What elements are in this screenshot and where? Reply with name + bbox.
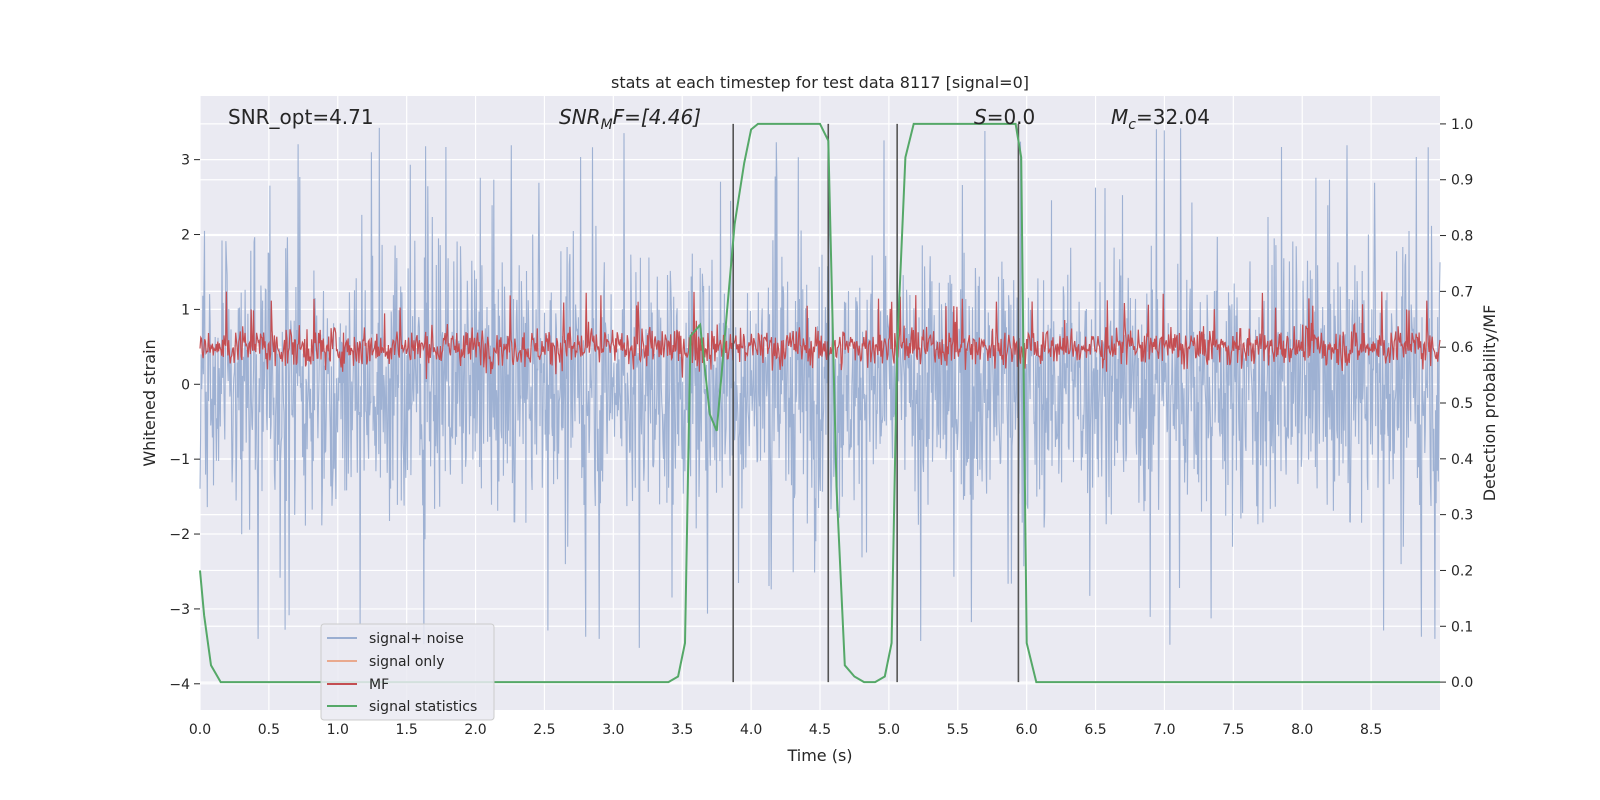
y-tick-label-0: −4 (169, 677, 190, 693)
x-tick-label-7: 3.5 (671, 722, 693, 738)
y2-axis-label: Detection probability/MF (1480, 305, 1499, 502)
y-tick-label-3: −1 (169, 452, 190, 468)
y-tick-label-4: 0 (181, 377, 190, 393)
mf-line (199, 291, 1441, 380)
x-tick-labels: 0.0 0.5 1.0 1.5 2.0 2.5 3.0 3.5 4.0 4.5 5.0 5.5 6.0 6… (189, 722, 1382, 738)
y2-tick-label-6: 0.6 (1451, 340, 1473, 356)
annotation-snr-mf-base: SNR (559, 105, 601, 129)
x-tick-label-8: 4.0 (740, 722, 762, 738)
annotation-snr-mf-rest: F=[4.46] (613, 105, 701, 129)
y2-tick-label-7: 0.7 (1451, 284, 1473, 300)
annotation-s-rest: =0.0 (987, 105, 1036, 129)
legend-label-signal-noise: signal+ noise (369, 631, 464, 647)
y2-tick-label-8: 0.8 (1451, 229, 1473, 245)
annotation-snr-mf: SNRMF=[4.46] (559, 105, 701, 133)
x-tick-label-12: 6.0 (1016, 722, 1038, 738)
x-tick-label-13: 6.5 (1084, 722, 1106, 738)
y2-tick-label-0: 0.0 (1451, 675, 1473, 691)
y-tick-label-2: −2 (169, 527, 190, 543)
annotation-mc-sub: c (1128, 117, 1136, 133)
x-tick-label-1: 0.5 (258, 722, 280, 738)
x-tick-label-0: 0.0 (189, 722, 211, 738)
legend-label-signal-only: signal only (369, 654, 444, 670)
x-tick-label-15: 7.5 (1222, 722, 1244, 738)
annotation-mc: Mc=32.04 (1111, 105, 1210, 133)
noise-line (199, 127, 1441, 648)
y-tick-label-5: 1 (181, 302, 190, 318)
y-axis-label: Whitened strain (140, 339, 159, 466)
annotation-s-base: S (974, 105, 987, 129)
legend-label-mf: MF (369, 677, 389, 693)
x-tick-label-10: 5.0 (878, 722, 900, 738)
x-axis-label: Time (s) (786, 746, 852, 765)
x-tick-label-16: 8.0 (1291, 722, 1313, 738)
y2-tick-label-10: 1.0 (1451, 117, 1473, 133)
x-tick-label-2: 1.0 (327, 722, 349, 738)
x-tick-label-11: 5.5 (947, 722, 969, 738)
x-tick-label-5: 2.5 (533, 722, 555, 738)
x-tick-label-17: 8.5 (1360, 722, 1382, 738)
legend: signal+ noise signal only MF signal stat… (320, 623, 495, 721)
y2-tick-label-1: 0.1 (1451, 619, 1473, 635)
y2-tick-label-9: 0.9 (1451, 173, 1473, 189)
y-tick-label-6: 2 (181, 228, 190, 244)
annotation-mc-rest: =32.04 (1136, 105, 1210, 129)
annotation-snr-opt: SNR_opt=4.71 (228, 105, 374, 129)
y-tick-label-1: −3 (169, 602, 190, 618)
annotation-snr-mf-sub: M (601, 117, 613, 133)
vertical-lines (732, 123, 1020, 683)
x-tick-label-4: 2.0 (464, 722, 486, 738)
annotation-mc-base: M (1111, 105, 1128, 129)
chart-title: stats at each timestep for test data 811… (611, 73, 1029, 92)
x-tick-label-9: 4.5 (809, 722, 831, 738)
x-tick-label-14: 7.0 (1153, 722, 1175, 738)
legend-label-signal-statistics: signal statistics (369, 699, 477, 715)
y-tick-label-7: 3 (181, 153, 190, 169)
y2-tick-label-2: 0.2 (1451, 563, 1473, 579)
annotation-s: S=0.0 (974, 105, 1035, 129)
series-signal-noise (199, 127, 1441, 648)
y2-tick-label-3: 0.3 (1451, 508, 1473, 524)
series-mf (199, 291, 1441, 380)
y2-tick-labels: 0.0 0.1 0.2 0.3 0.4 0.5 0.6 0.7 0.8 0.9 1.0 (1440, 117, 1473, 691)
y-tick-labels: −4 −3 −2 −1 0 1 2 3 (169, 153, 200, 693)
x-tick-label-3: 1.5 (396, 722, 418, 738)
y2-tick-label-4: 0.4 (1451, 452, 1473, 468)
y2-tick-label-5: 0.5 (1451, 396, 1473, 412)
legend-box (320, 623, 495, 721)
x-tick-label-6: 3.0 (602, 722, 624, 738)
